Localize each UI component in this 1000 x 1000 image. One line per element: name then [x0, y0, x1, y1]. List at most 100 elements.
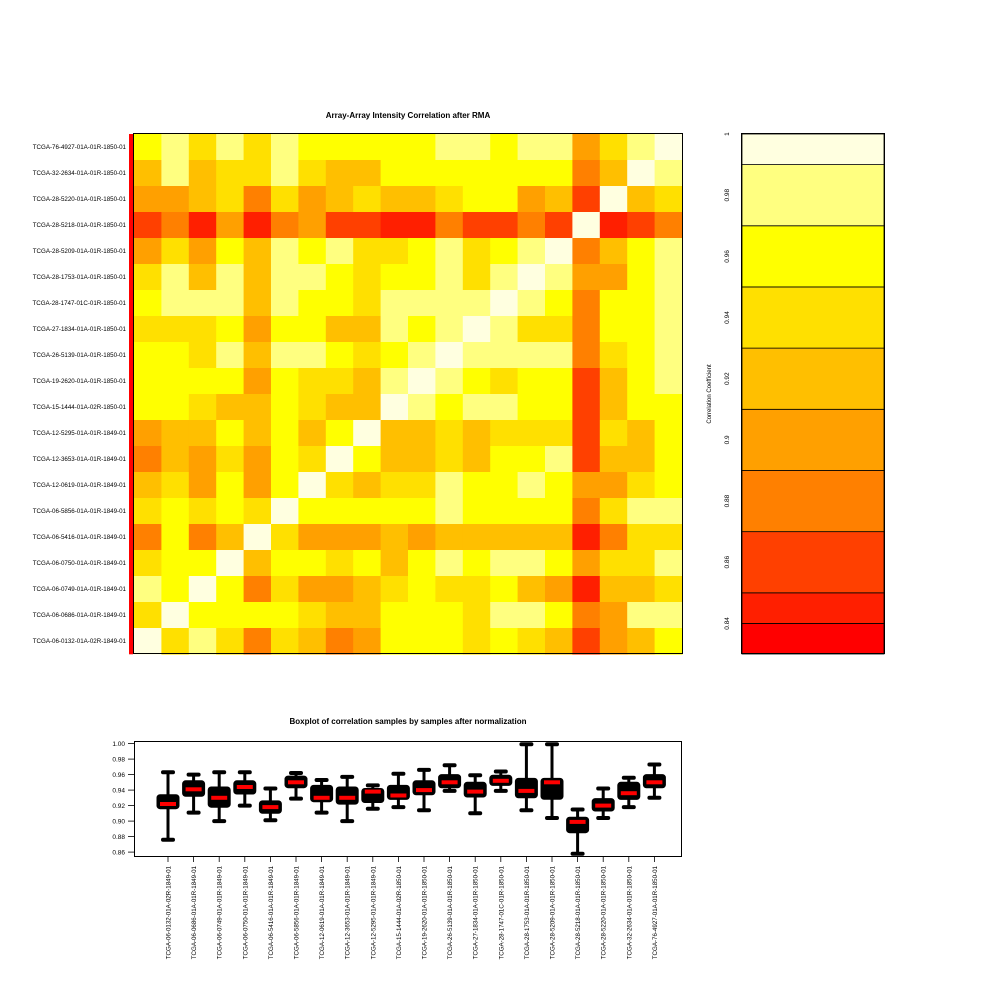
- box-median: [646, 780, 663, 785]
- x-tick-label: TCGA-19-2620-01A-01R-1850-01: [422, 865, 429, 959]
- heatmap-cell: [271, 576, 299, 603]
- boxplot-panel: Boxplot of correlation samples by sample…: [112, 717, 682, 960]
- heatmap-cell: [380, 524, 409, 551]
- row-marker-dot: [129, 379, 133, 383]
- heatmap-cell: [545, 160, 573, 187]
- box-body: [335, 786, 359, 805]
- row-label: TCGA-27-1834-01A-01R-1850-01: [33, 326, 127, 333]
- heatmap-cell: [545, 212, 573, 239]
- heatmap-cell: [435, 628, 464, 655]
- heatmap-cell: [490, 628, 519, 655]
- heatmap-cell: [298, 186, 327, 213]
- x-tick-label: TCGA-28-5220-01A-01R-1850-01: [601, 865, 608, 959]
- heatmap-cell: [325, 368, 354, 395]
- heatmap-cell: [298, 550, 327, 577]
- heatmap-cell: [435, 368, 464, 395]
- heatmap-cell: [408, 446, 436, 473]
- heatmap-cell: [161, 212, 190, 239]
- heatmap-cell: [134, 238, 162, 265]
- heatmap-cell: [490, 290, 519, 317]
- heatmap-cell: [654, 420, 683, 447]
- box-median: [236, 785, 253, 789]
- heatmap-cell: [353, 238, 382, 265]
- heatmap-cell: [654, 498, 683, 525]
- heatmap-cell: [161, 550, 190, 577]
- heatmap-cell: [462, 368, 491, 395]
- heatmap-cell: [572, 186, 601, 213]
- heatmap-cell: [517, 602, 546, 629]
- heatmap-cell: [545, 368, 573, 395]
- heatmap-cell: [435, 212, 464, 239]
- heatmap-cell: [380, 368, 409, 395]
- heatmap-cell: [271, 160, 299, 187]
- heatmap-cell: [599, 212, 628, 239]
- heatmap-cell: [462, 290, 491, 317]
- heatmap-cell: [435, 498, 464, 525]
- heatmap-cell: [243, 238, 272, 265]
- heatmap-cell: [188, 316, 217, 343]
- heatmap-cells: [134, 134, 683, 655]
- heatmap-cell: [380, 498, 409, 525]
- heatmap-cell: [572, 602, 601, 629]
- color-key-bin: [741, 531, 885, 594]
- heatmap-cell: [298, 368, 327, 395]
- heatmap-cell: [490, 394, 519, 421]
- heatmap-cell: [517, 498, 546, 525]
- heatmap-cell: [380, 264, 409, 291]
- heatmap-cell: [462, 342, 491, 369]
- heatmap-cell: [435, 160, 464, 187]
- heatmap-cell: [462, 602, 491, 629]
- heatmap-cell: [627, 160, 656, 187]
- row-label: TCGA-32-2634-01A-01R-1850-01: [33, 170, 127, 177]
- heatmap-cell: [161, 576, 190, 603]
- row-label: TCGA-06-5856-01A-01R-1849-01: [33, 508, 127, 515]
- x-tick-label: TCGA-26-5139-01A-01R-1850-01: [447, 865, 454, 959]
- heatmap-cell: [271, 446, 299, 473]
- heatmap-cell: [325, 238, 354, 265]
- heatmap-cell: [353, 264, 382, 291]
- color-key-bin: [741, 225, 885, 288]
- heatmap-cell: [325, 550, 354, 577]
- heatmap-cell: [188, 472, 217, 499]
- heatmap-cell: [490, 212, 519, 239]
- heatmap-cell: [490, 602, 519, 629]
- heatmap-cell: [298, 498, 327, 525]
- color-key-bin: [741, 164, 885, 227]
- heatmap-cell: [545, 420, 573, 447]
- heatmap-cell: [654, 134, 683, 161]
- heatmap-cell: [243, 160, 272, 187]
- heatmap-cell: [216, 628, 245, 655]
- heatmap-cell: [517, 420, 546, 447]
- heatmap-cell: [435, 524, 464, 551]
- heatmap-cell: [134, 290, 162, 317]
- heatmap-cell: [408, 472, 436, 499]
- heatmap-cell: [654, 290, 683, 317]
- heatmap-cell: [490, 186, 519, 213]
- box-median: [288, 780, 304, 785]
- row-label: TCGA-28-5220-01A-01R-1850-01: [33, 196, 127, 203]
- heatmap-cell: [627, 498, 656, 525]
- heatmap-cell: [380, 628, 409, 655]
- heatmap-cell: [572, 446, 601, 473]
- heatmap-cell: [161, 368, 190, 395]
- y-tick-label: 0.94: [112, 787, 125, 794]
- heatmap-cell: [408, 134, 436, 161]
- heatmap-cell: [599, 160, 628, 187]
- heatmap-cell: [599, 264, 628, 291]
- heatmap-cell: [462, 576, 491, 603]
- y-tick-label: 1.00: [112, 741, 125, 748]
- heatmap-cell: [599, 602, 628, 629]
- heatmap-cell: [599, 576, 628, 603]
- heatmap-cell: [545, 472, 573, 499]
- heatmap-cell: [161, 394, 190, 421]
- heatmap-cell: [353, 316, 382, 343]
- heatmap-cell: [243, 602, 272, 629]
- heatmap-cell: [599, 238, 628, 265]
- color-key-tick-label: 0.88: [724, 494, 731, 507]
- heatmap-cell: [134, 498, 162, 525]
- heatmap-cell: [298, 524, 327, 551]
- box-median: [620, 791, 637, 796]
- heatmap-cell: [599, 420, 628, 447]
- x-tick-label: TCGA-28-5218-01A-01R-1850-01: [575, 865, 582, 959]
- boxplot-marks: [156, 742, 666, 856]
